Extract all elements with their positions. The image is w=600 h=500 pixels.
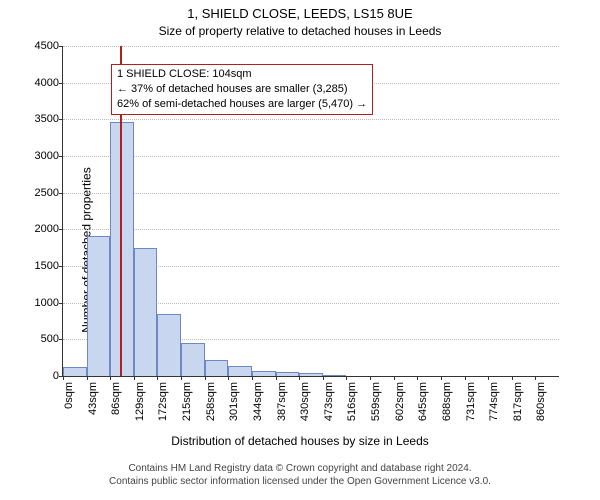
xtick-mark bbox=[512, 376, 513, 380]
xtick-label: 344sqm bbox=[252, 382, 264, 421]
ytick-label: 1500 bbox=[35, 260, 63, 272]
xtick-label: 473sqm bbox=[323, 382, 335, 421]
ytick-label: 3000 bbox=[35, 150, 63, 162]
gridline bbox=[63, 193, 559, 194]
histogram-bar bbox=[157, 314, 181, 376]
xtick-label: 602sqm bbox=[394, 382, 406, 421]
ytick-label: 4500 bbox=[35, 40, 63, 52]
xtick-label: 559sqm bbox=[370, 382, 382, 421]
xtick-label: 43sqm bbox=[87, 382, 99, 415]
xtick-mark bbox=[228, 376, 229, 380]
xtick-mark bbox=[252, 376, 253, 380]
histogram-bar bbox=[134, 248, 158, 376]
xtick-mark bbox=[465, 376, 466, 380]
gridline bbox=[63, 156, 559, 157]
xtick-mark bbox=[535, 376, 536, 380]
histogram-bar bbox=[252, 371, 276, 377]
histogram-bar bbox=[299, 373, 323, 376]
ytick-label: 2500 bbox=[35, 187, 63, 199]
plot-area: 0500100015002000250030003500400045000sqm… bbox=[62, 46, 559, 377]
xtick-label: 817sqm bbox=[512, 382, 524, 421]
xtick-mark bbox=[346, 376, 347, 380]
gridline bbox=[63, 46, 559, 47]
page-subtitle: Size of property relative to detached ho… bbox=[0, 24, 600, 38]
xtick-mark bbox=[63, 376, 64, 380]
ytick-label: 2000 bbox=[35, 223, 63, 235]
xtick-mark bbox=[134, 376, 135, 380]
xtick-label: 301sqm bbox=[228, 382, 240, 421]
xtick-mark bbox=[488, 376, 489, 380]
xtick-mark bbox=[370, 376, 371, 380]
histogram-bar bbox=[63, 367, 87, 376]
xtick-mark bbox=[181, 376, 182, 380]
ytick-label: 1000 bbox=[35, 297, 63, 309]
ytick-label: 0 bbox=[53, 370, 63, 382]
histogram-bar bbox=[228, 366, 252, 376]
xtick-mark bbox=[441, 376, 442, 380]
xtick-mark bbox=[110, 376, 111, 380]
page-title: 1, SHIELD CLOSE, LEEDS, LS15 8UE bbox=[0, 6, 600, 21]
x-axis-label: Distribution of detached houses by size … bbox=[0, 434, 600, 448]
annotation-line: 62% of semi-detached houses are larger (… bbox=[117, 97, 367, 112]
xtick-mark bbox=[299, 376, 300, 380]
footer-line-1: Contains HM Land Registry data © Crown c… bbox=[0, 462, 600, 475]
histogram-bar bbox=[181, 343, 205, 376]
annotation-line: ← 37% of detached houses are smaller (3,… bbox=[117, 82, 367, 97]
xtick-label: 688sqm bbox=[441, 382, 453, 421]
gridline bbox=[63, 229, 559, 230]
ytick-label: 3500 bbox=[35, 113, 63, 125]
xtick-label: 731sqm bbox=[465, 382, 477, 421]
figure: 1, SHIELD CLOSE, LEEDS, LS15 8UE Size of… bbox=[0, 0, 600, 500]
histogram-bar bbox=[323, 375, 347, 376]
xtick-label: 860sqm bbox=[535, 382, 547, 421]
histogram-bar bbox=[87, 236, 111, 376]
xtick-label: 86sqm bbox=[110, 382, 122, 415]
xtick-label: 0sqm bbox=[63, 382, 75, 409]
xtick-mark bbox=[323, 376, 324, 380]
xtick-label: 774sqm bbox=[488, 382, 500, 421]
xtick-label: 516sqm bbox=[346, 382, 358, 421]
xtick-mark bbox=[394, 376, 395, 380]
annotation-line: 1 SHIELD CLOSE: 104sqm bbox=[117, 67, 367, 82]
xtick-label: 258sqm bbox=[205, 382, 217, 421]
xtick-mark bbox=[417, 376, 418, 380]
xtick-label: 172sqm bbox=[157, 382, 169, 421]
xtick-mark bbox=[87, 376, 88, 380]
xtick-mark bbox=[157, 376, 158, 380]
histogram-bar bbox=[276, 372, 300, 376]
xtick-label: 430sqm bbox=[299, 382, 311, 421]
xtick-label: 645sqm bbox=[417, 382, 429, 421]
xtick-label: 215sqm bbox=[181, 382, 193, 421]
footer-line-2: Contains public sector information licen… bbox=[0, 475, 600, 488]
xtick-mark bbox=[205, 376, 206, 380]
xtick-label: 387sqm bbox=[276, 382, 288, 421]
ytick-label: 4000 bbox=[35, 77, 63, 89]
annotation-box: 1 SHIELD CLOSE: 104sqm← 37% of detached … bbox=[111, 64, 373, 115]
gridline bbox=[63, 119, 559, 120]
ytick-label: 500 bbox=[41, 333, 63, 345]
footer-attribution: Contains HM Land Registry data © Crown c… bbox=[0, 462, 600, 488]
xtick-mark bbox=[276, 376, 277, 380]
histogram-bar bbox=[205, 360, 229, 377]
xtick-label: 129sqm bbox=[134, 382, 146, 421]
